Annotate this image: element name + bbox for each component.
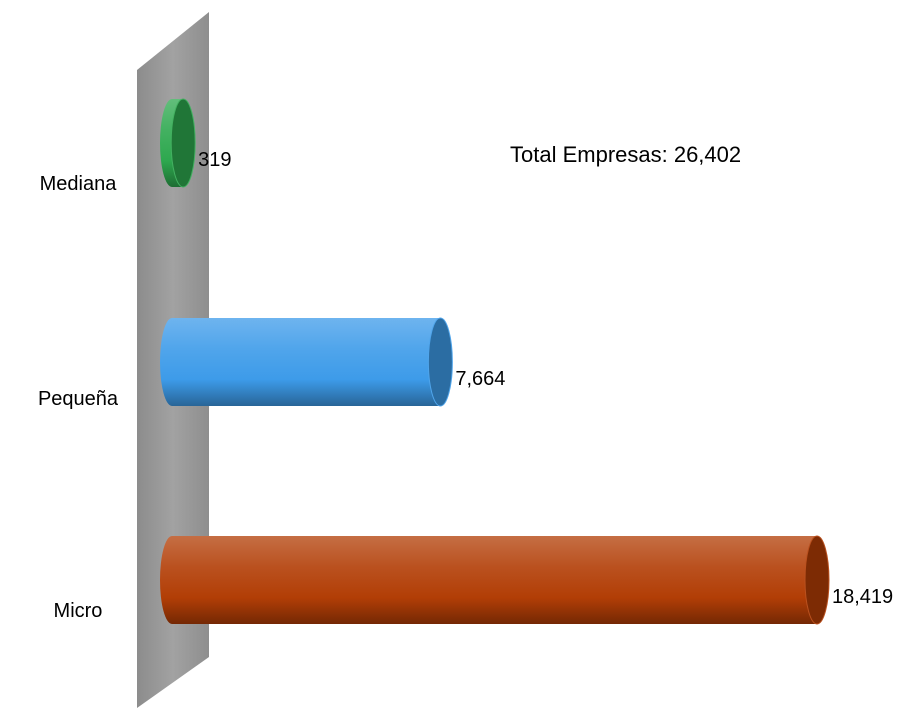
bar-body <box>172 536 817 624</box>
bar-mediana <box>160 98 196 188</box>
category-label-pequena: Pequeña <box>38 388 119 410</box>
category-label-micro: Micro <box>54 600 103 622</box>
category-label-mediana: Mediana <box>40 173 118 195</box>
data-label-micro: 18,419 <box>832 586 893 608</box>
bar-end-cap <box>427 317 453 407</box>
bar-micro <box>160 535 830 625</box>
bar-pequena <box>160 317 453 407</box>
bar-end-cap <box>170 98 196 188</box>
total-annotation: Total Empresas: 26,402 <box>510 142 741 167</box>
data-label-mediana: 319 <box>198 149 231 171</box>
data-label-pequena: 7,664 <box>455 368 505 390</box>
bar-body <box>172 318 441 406</box>
bar-end-cap <box>804 535 830 625</box>
bar-series <box>160 98 830 625</box>
